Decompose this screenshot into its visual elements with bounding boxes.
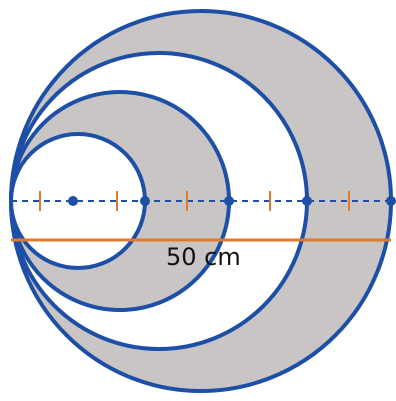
center-dot (302, 196, 312, 206)
tick-marks (39, 191, 350, 211)
center-dot (386, 196, 396, 206)
center-dot (224, 196, 234, 206)
center-dot (68, 196, 78, 206)
measurement-label: 50 cm (166, 243, 241, 271)
center-dots (68, 196, 396, 206)
center-dot (140, 196, 150, 206)
